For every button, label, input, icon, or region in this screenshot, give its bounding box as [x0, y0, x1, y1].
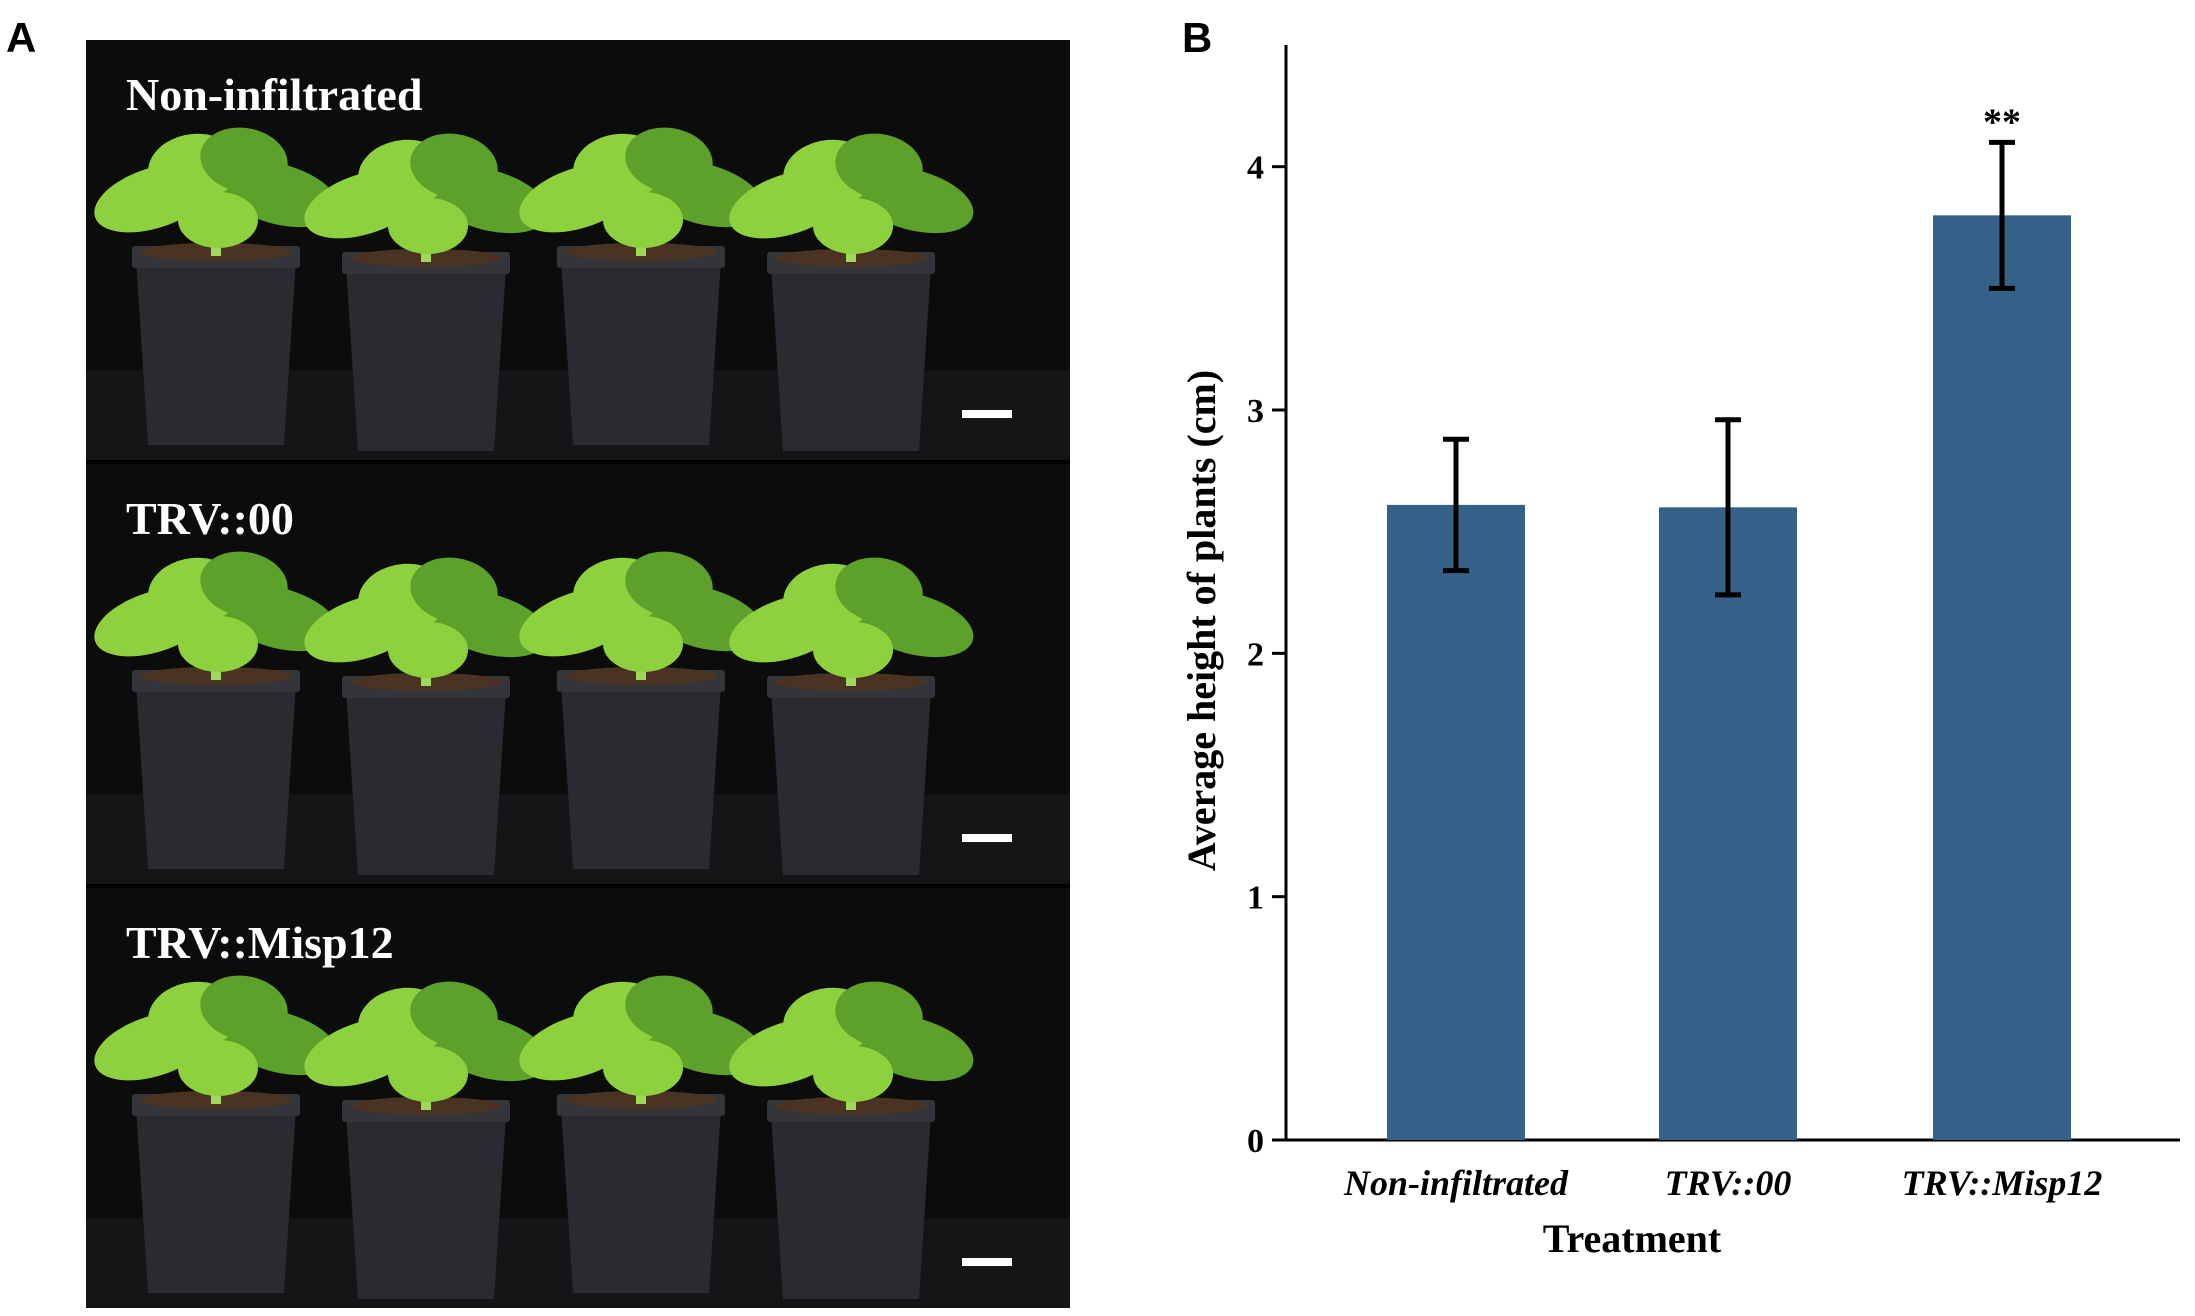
- leaf: [178, 1040, 258, 1096]
- plant-photo-panel: Non-infiltrated TRV::00 TRV::Misp12: [86, 40, 1070, 1308]
- pot-body: [136, 684, 296, 869]
- bar: [1659, 507, 1797, 1140]
- x-tick-label: TRV::Misp12: [1902, 1163, 2103, 1203]
- photo-strip-non-infiltrated: Non-infiltrated: [86, 40, 1070, 460]
- y-axis-title: Average height of plants (cm): [1179, 370, 1224, 871]
- plants-illustration: [86, 888, 1070, 1308]
- y-tick-label: 1: [1247, 880, 1264, 917]
- pot-body: [136, 260, 296, 445]
- potted-plant: [304, 557, 549, 875]
- bar: [1933, 215, 2071, 1141]
- potted-plant: [729, 981, 974, 1299]
- y-tick-label: 3: [1247, 393, 1264, 430]
- leaf: [625, 975, 713, 1041]
- leaf: [200, 975, 288, 1041]
- pot-body: [561, 684, 721, 869]
- potted-plant: [304, 133, 549, 451]
- pot-body: [346, 690, 506, 875]
- y-tick-label: 0: [1247, 1123, 1264, 1160]
- leaf: [200, 127, 288, 193]
- pot-body: [346, 266, 506, 451]
- leaf: [388, 198, 468, 254]
- leaf: [178, 192, 258, 248]
- pot-body: [771, 690, 931, 875]
- potted-plant: [729, 133, 974, 451]
- plants-illustration: [86, 464, 1070, 884]
- leaf: [410, 981, 498, 1047]
- potted-plant: [519, 551, 764, 869]
- leaf: [625, 127, 713, 193]
- leaf: [603, 1040, 683, 1096]
- potted-plant: [94, 975, 339, 1293]
- leaf: [835, 557, 923, 623]
- potted-plant: [519, 975, 764, 1293]
- leaf: [813, 198, 893, 254]
- leaf: [835, 981, 923, 1047]
- potted-plant: [94, 551, 339, 869]
- pot-body: [561, 1108, 721, 1293]
- photo-strip-trv-misp12: TRV::Misp12: [86, 888, 1070, 1308]
- pot-body: [136, 1108, 296, 1293]
- leaf: [200, 551, 288, 617]
- potted-plant: [729, 557, 974, 875]
- scale-bar: [962, 410, 1012, 418]
- leaf: [603, 192, 683, 248]
- pot-body: [561, 260, 721, 445]
- y-tick-label: 2: [1247, 636, 1264, 673]
- panel-letter-a: A: [6, 14, 37, 61]
- leaf: [388, 1046, 468, 1102]
- potted-plant: [304, 981, 549, 1299]
- leaf: [835, 133, 923, 199]
- scale-bar: [962, 834, 1012, 842]
- leaf: [603, 616, 683, 672]
- leaf: [813, 622, 893, 678]
- scale-bar: [962, 1258, 1012, 1266]
- photo-label: TRV::Misp12: [126, 917, 394, 968]
- leaf: [625, 551, 713, 617]
- photo-strip-trv00: TRV::00: [86, 464, 1070, 884]
- panel-letter-b: B: [1182, 14, 1213, 61]
- leaf: [813, 1046, 893, 1102]
- pot-body: [771, 1114, 931, 1299]
- x-tick-label: TRV::00: [1665, 1163, 1792, 1203]
- photo-label: TRV::00: [126, 493, 294, 544]
- x-axis-title: Treatment: [1543, 1216, 1722, 1261]
- x-tick-label: Non-infiltrated: [1343, 1163, 1569, 1203]
- leaf: [410, 557, 498, 623]
- significance-label: **: [1983, 101, 2021, 143]
- pot-body: [346, 1114, 506, 1299]
- leaf: [178, 616, 258, 672]
- pot-body: [771, 266, 931, 451]
- plants-illustration: [86, 40, 1070, 460]
- photo-label: Non-infiltrated: [126, 69, 423, 120]
- y-tick-label: 4: [1247, 150, 1264, 187]
- bar: [1387, 504, 1525, 1140]
- leaf: [388, 622, 468, 678]
- leaf: [410, 133, 498, 199]
